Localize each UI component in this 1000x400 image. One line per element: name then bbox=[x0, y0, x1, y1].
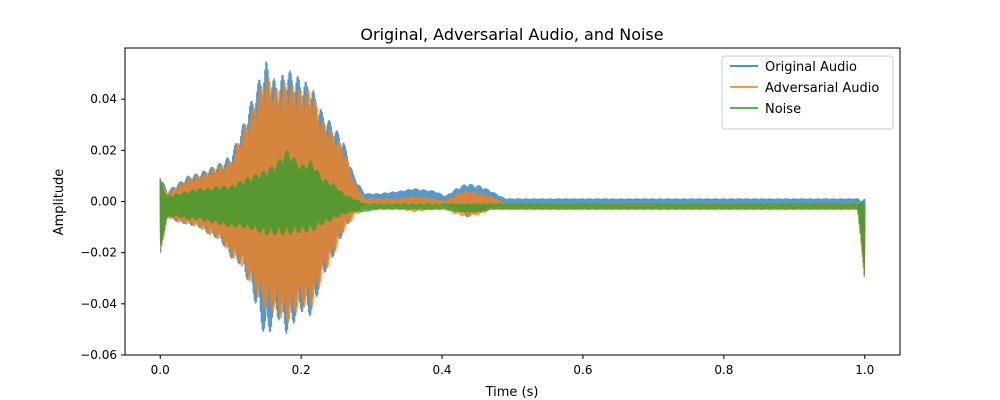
y-axis-label: Amplitude bbox=[52, 169, 67, 236]
chart-title: Original, Adversarial Audio, and Noise bbox=[360, 25, 663, 44]
legend-label: Noise bbox=[765, 102, 801, 117]
y-tick-label: −0.06 bbox=[80, 348, 117, 362]
y-axis: −0.06 −0.04 −0.02 0.00 0.02 0.04 bbox=[80, 92, 125, 362]
legend-box bbox=[721, 55, 894, 130]
x-tick-label: 0.0 bbox=[151, 363, 170, 377]
y-tick-label: −0.02 bbox=[80, 246, 117, 260]
x-tick-label: 0.6 bbox=[573, 363, 592, 377]
legend-label: Adversarial Audio bbox=[765, 81, 879, 96]
y-tick-label: 0.00 bbox=[90, 195, 117, 209]
y-tick-label: −0.04 bbox=[80, 297, 117, 311]
legend-label: Original Audio bbox=[765, 60, 857, 75]
x-tick-label: 0.8 bbox=[714, 363, 733, 377]
x-tick-label: 0.4 bbox=[432, 363, 451, 377]
legend: Original Audio Adversarial Audio Noise bbox=[721, 55, 894, 130]
x-tick-label: 1.0 bbox=[855, 363, 874, 377]
series-line-3 bbox=[159, 149, 866, 276]
y-tick-label: 0.04 bbox=[90, 92, 117, 106]
y-tick-label: 0.02 bbox=[90, 143, 117, 157]
x-axis: 0.0 0.2 0.4 0.6 0.8 1.0 bbox=[151, 355, 874, 377]
x-axis-label: Time (s) bbox=[485, 385, 539, 400]
x-tick-label: 0.2 bbox=[292, 363, 311, 377]
series-layer bbox=[159, 61, 866, 335]
